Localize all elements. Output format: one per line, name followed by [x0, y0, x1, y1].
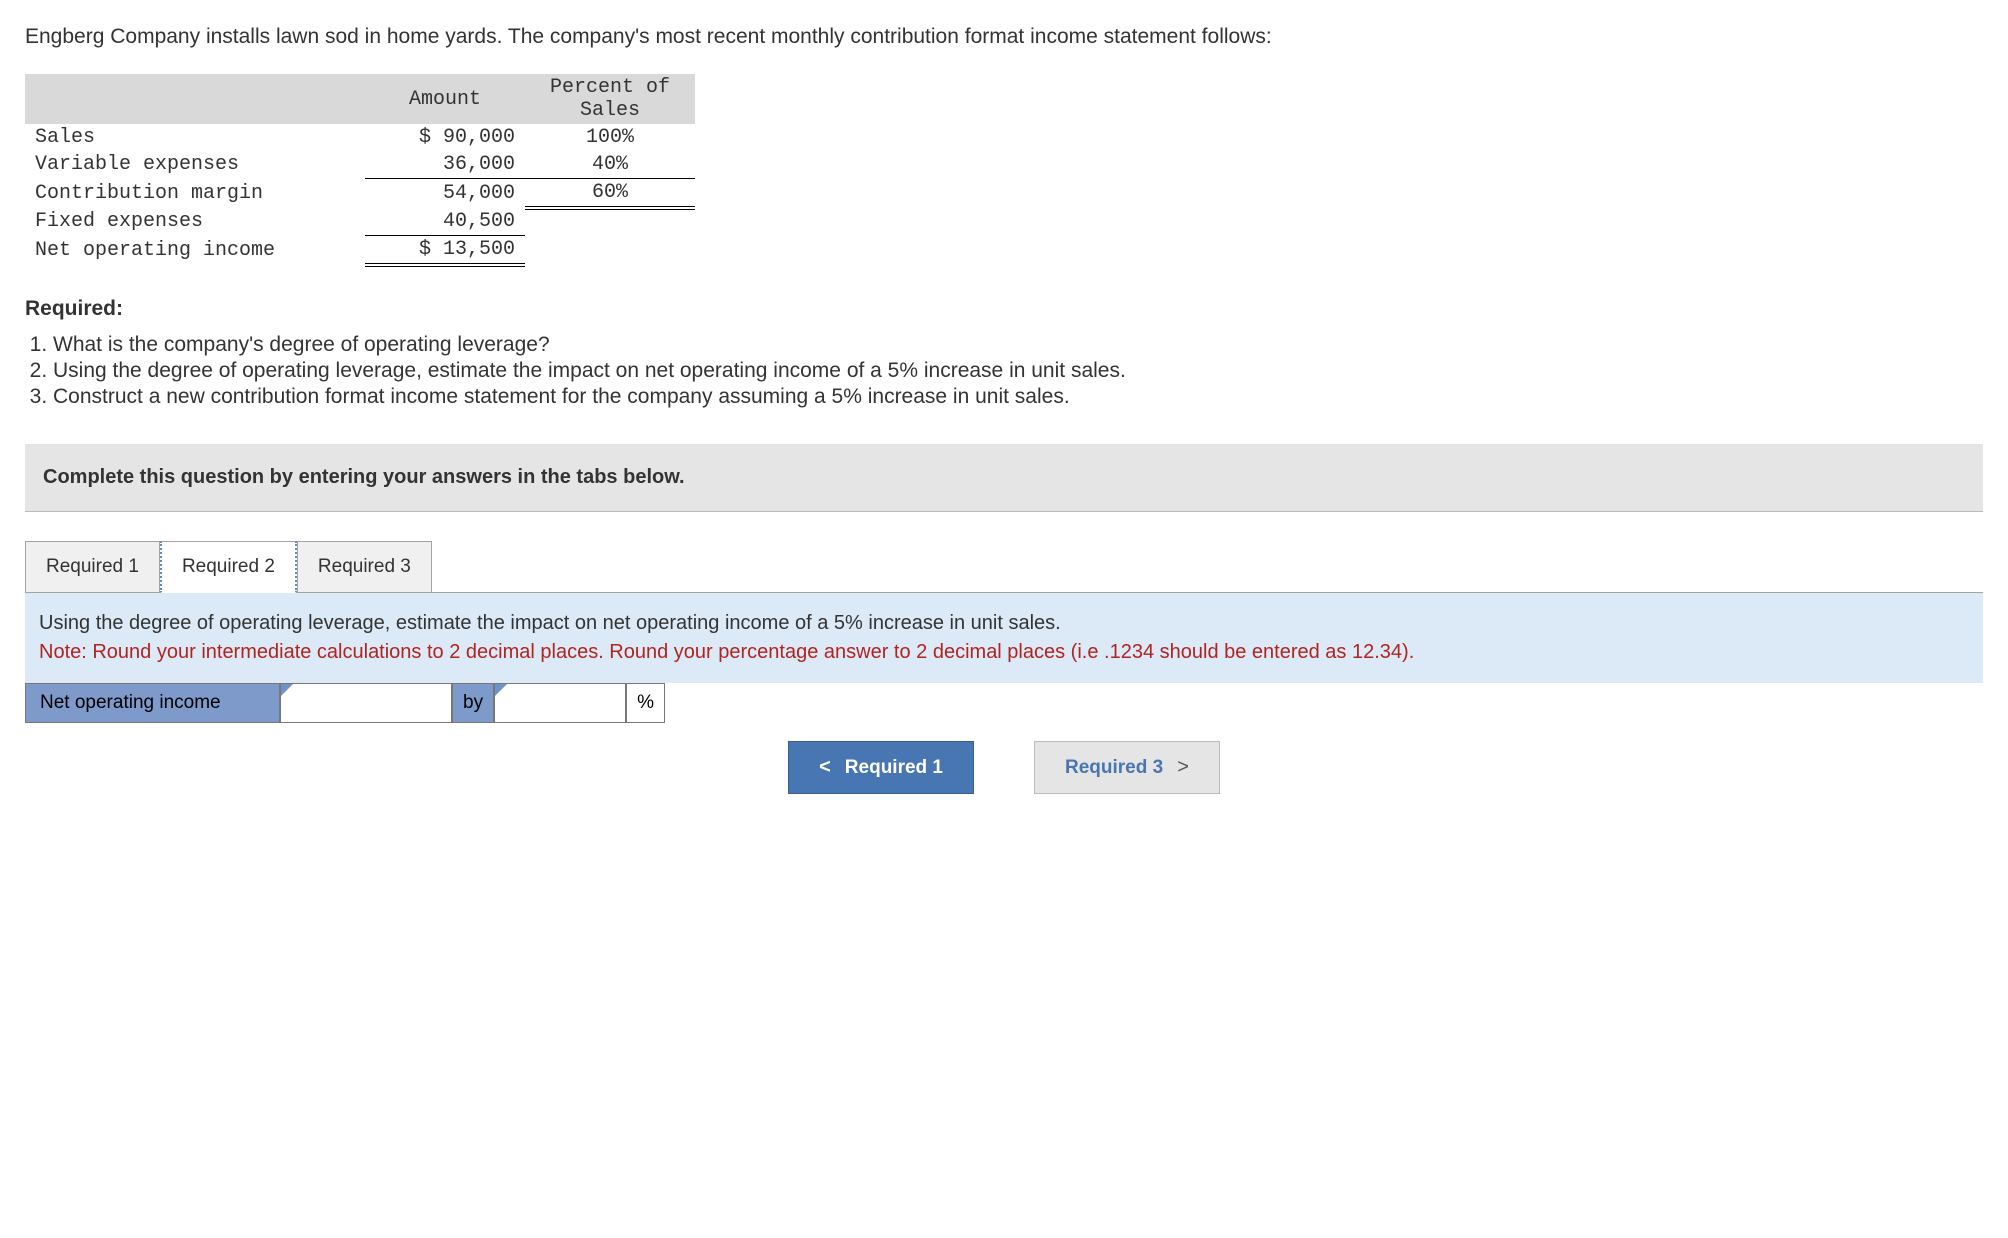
nav-row: < Required 1 Required 3 >	[25, 741, 1983, 794]
income-statement-table: Amount Percent of Sales Sales$ 90,000100…	[25, 74, 695, 267]
row-amount: $ 13,500	[365, 236, 525, 266]
table-row: Sales$ 90,000100%	[25, 124, 695, 151]
instruction-bar: Complete this question by entering your …	[25, 444, 1983, 512]
answer-percent-symbol: %	[626, 683, 665, 723]
tab-required-2[interactable]: Required 2	[160, 541, 297, 593]
header-percent: Percent of Sales	[525, 74, 695, 124]
row-label: Variable expenses	[25, 151, 365, 179]
required-heading: Required:	[25, 297, 1983, 321]
row-label: Net operating income	[25, 236, 365, 266]
tab-content-main: Using the degree of operating leverage, …	[39, 612, 1061, 634]
row-amount: 40,500	[365, 208, 525, 236]
chevron-left-icon: <	[819, 756, 831, 779]
row-percent: 60%	[525, 179, 695, 209]
row-percent: 40%	[525, 151, 695, 179]
row-percent	[525, 236, 695, 266]
row-amount: 54,000	[365, 179, 525, 209]
table-row: Contribution margin54,00060%	[25, 179, 695, 209]
required-list: What is the company's degree of operatin…	[25, 333, 1983, 409]
tab-content-panel: Using the degree of operating leverage, …	[25, 592, 1983, 683]
row-percent	[525, 208, 695, 236]
input-tag-icon	[495, 684, 507, 696]
nav-prev-button[interactable]: < Required 1	[788, 741, 974, 794]
answer-by-label: by	[452, 683, 494, 723]
row-label: Contribution margin	[25, 179, 365, 209]
answer-input-percent[interactable]	[494, 683, 626, 723]
header-amount: Amount	[365, 74, 525, 124]
tabs-row: Required 1 Required 2 Required 3	[25, 540, 1983, 592]
table-row: Fixed expenses40,500	[25, 208, 695, 236]
answer-input-direction[interactable]	[280, 683, 452, 723]
required-item: What is the company's degree of operatin…	[53, 333, 1983, 357]
required-item: Using the degree of operating leverage, …	[53, 359, 1983, 383]
row-label: Fixed expenses	[25, 208, 365, 236]
nav-next-label: Required 3	[1065, 757, 1163, 779]
chevron-right-icon: >	[1177, 756, 1189, 779]
intro-text: Engberg Company installs lawn sod in hom…	[25, 25, 1983, 49]
row-amount: 36,000	[365, 151, 525, 179]
nav-prev-label: Required 1	[845, 757, 943, 779]
nav-next-button[interactable]: Required 3 >	[1034, 741, 1220, 794]
table-row: Variable expenses36,00040%	[25, 151, 695, 179]
table-row: Net operating income$ 13,500	[25, 236, 695, 266]
input-tag-icon	[281, 684, 293, 696]
answer-row: Net operating income by %	[25, 683, 1983, 723]
tab-content-note: Note: Round your intermediate calculatio…	[39, 641, 1414, 663]
answer-label: Net operating income	[25, 683, 280, 723]
row-amount: $ 90,000	[365, 124, 525, 151]
required-item: Construct a new contribution format inco…	[53, 385, 1983, 409]
row-percent: 100%	[525, 124, 695, 151]
table-header-row: Amount Percent of Sales	[25, 74, 695, 124]
tab-required-3[interactable]: Required 3	[297, 541, 432, 593]
row-label: Sales	[25, 124, 365, 151]
tab-required-1[interactable]: Required 1	[25, 541, 160, 593]
